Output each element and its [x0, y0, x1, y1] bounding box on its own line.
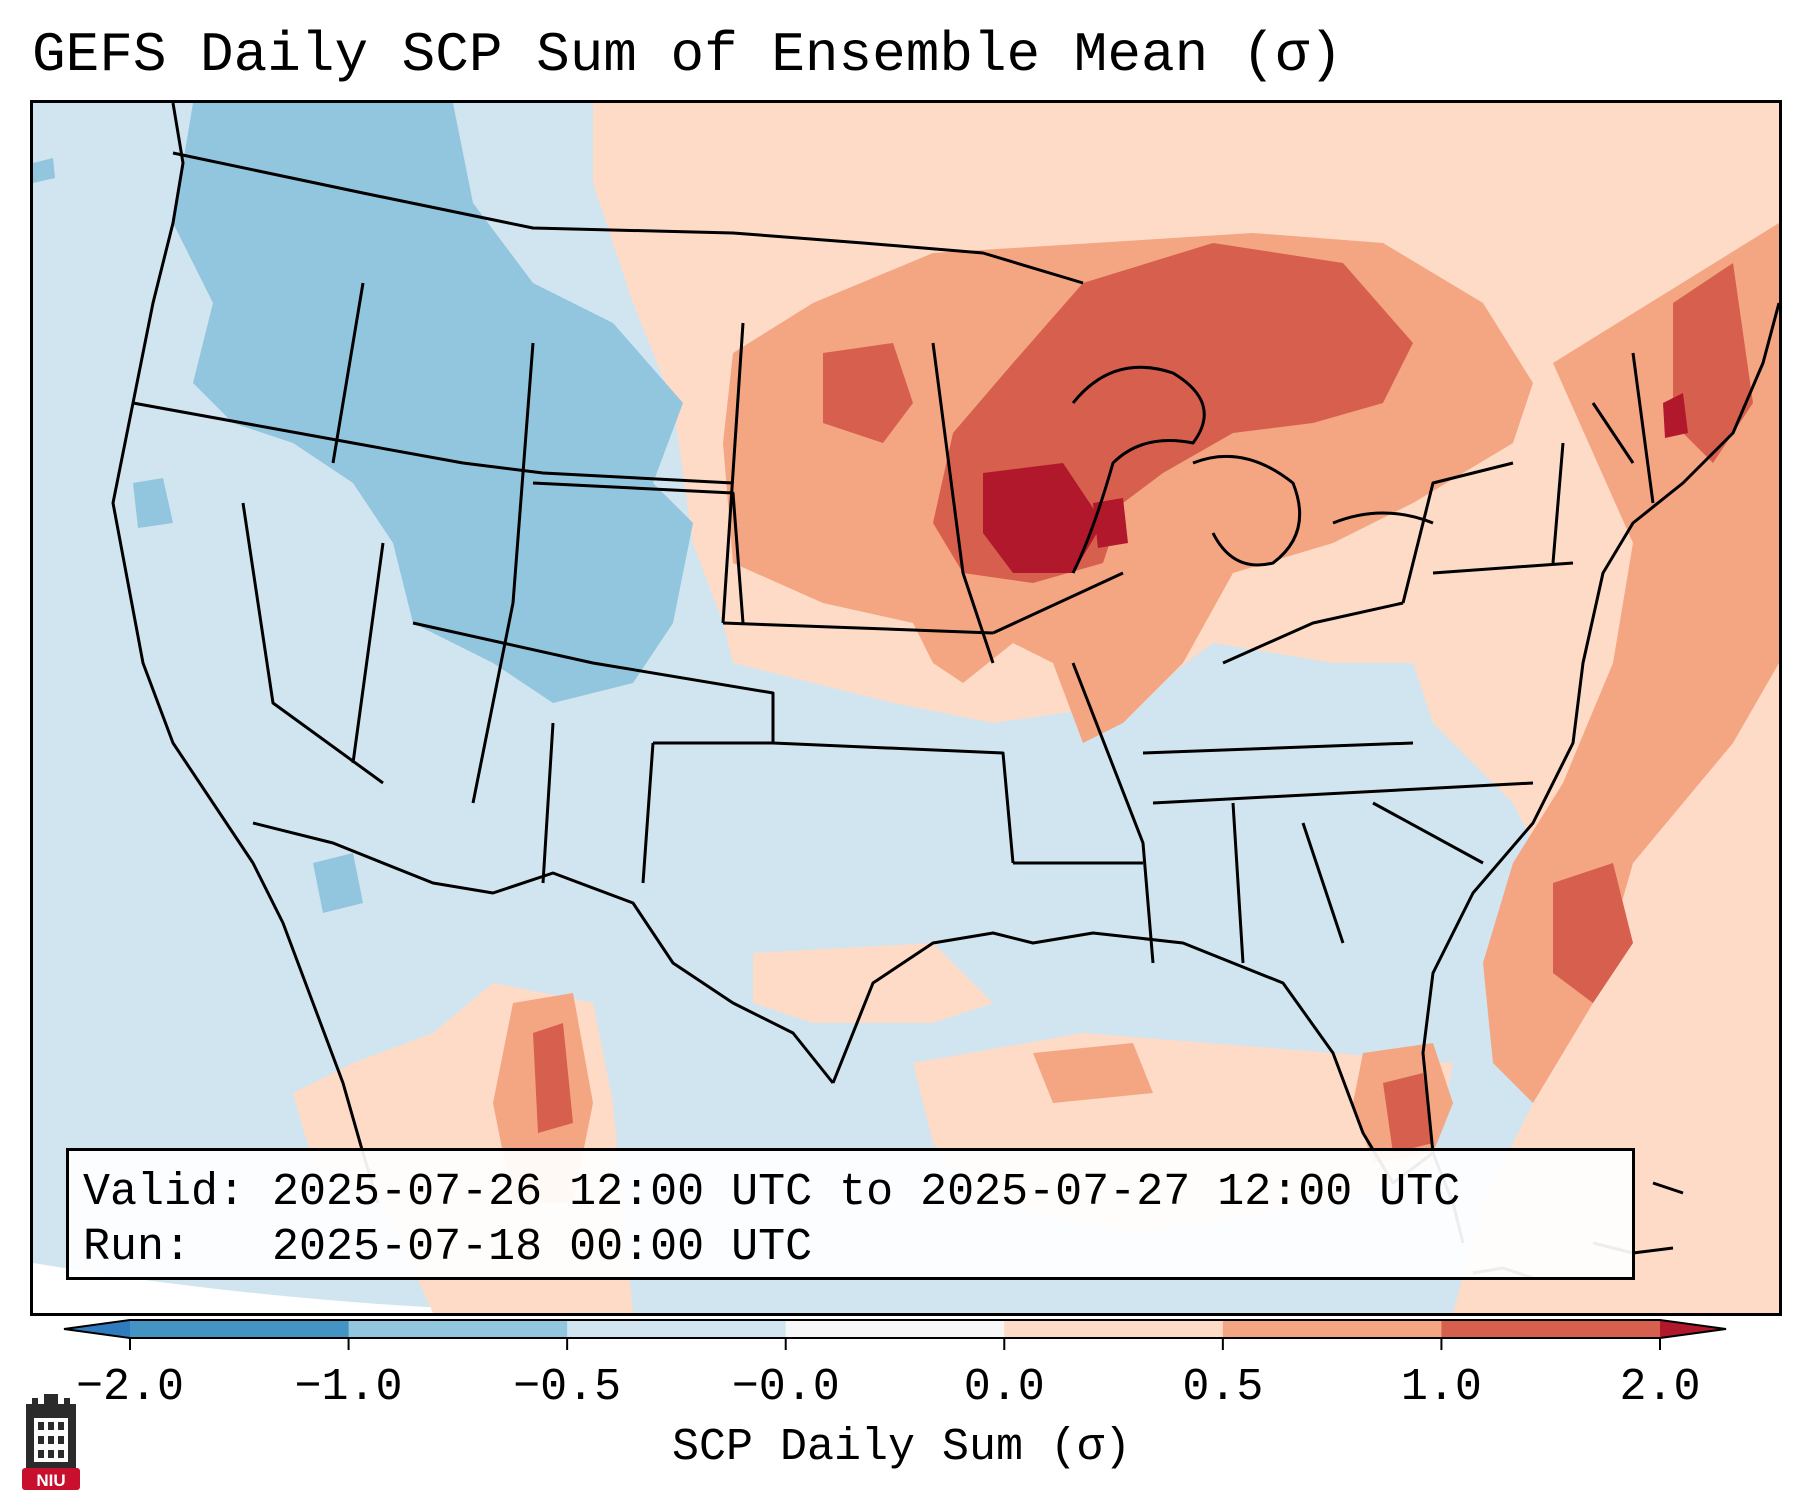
colorbar-bin — [348, 1320, 568, 1338]
colorbar-tick-label: −0.0 — [731, 1362, 840, 1413]
projection-edge — [33, 1263, 633, 1313]
conus-map — [33, 103, 1779, 1313]
colorbar-tick-label: −2.0 — [75, 1362, 185, 1413]
valid-value: 2025-07-26 12:00 UTC to 2025-07-27 12:00… — [272, 1167, 1461, 1218]
colorbar-tick-label: 1.0 — [1400, 1362, 1482, 1413]
colorbar-bin — [567, 1320, 787, 1338]
colorbar-tick-label: −1.0 — [294, 1362, 403, 1413]
validity-info-box: Valid: 2025-07-26 12:00 UTC to 2025-07-2… — [66, 1148, 1635, 1280]
colorbar-bin — [785, 1320, 1005, 1338]
colorbar-bin — [1004, 1320, 1224, 1338]
niu-logo: NIU — [22, 1394, 80, 1490]
colorbar-bin — [130, 1320, 350, 1338]
chart-title: GEFS Daily SCP Sum of Ensemble Mean (σ) — [32, 23, 1343, 87]
colorbar-tick-label: 0.5 — [1182, 1362, 1264, 1413]
run-value: 2025-07-18 00:00 UTC — [272, 1222, 813, 1273]
map-panel — [30, 100, 1782, 1316]
colorbar-over-arrow — [1660, 1320, 1726, 1338]
field-darkest-red — [983, 393, 1688, 573]
niu-logo-text: NIU — [36, 1471, 65, 1490]
colorbar-tick-label: −0.5 — [513, 1362, 622, 1413]
colorbar-bin — [1441, 1320, 1661, 1338]
field-blue — [33, 103, 693, 913]
run-label: Run: — [83, 1222, 192, 1273]
colorbar — [63, 1319, 1727, 1350]
colorbar-label: SCP Daily Sum (σ) — [671, 1422, 1132, 1473]
valid-label: Valid: — [83, 1167, 246, 1218]
colorbar-bin — [1222, 1320, 1442, 1338]
colorbar-tick-label: 0.0 — [963, 1362, 1045, 1413]
colorbar-under-arrow — [64, 1320, 130, 1338]
colorbar-tick-label: 2.0 — [1619, 1362, 1701, 1413]
